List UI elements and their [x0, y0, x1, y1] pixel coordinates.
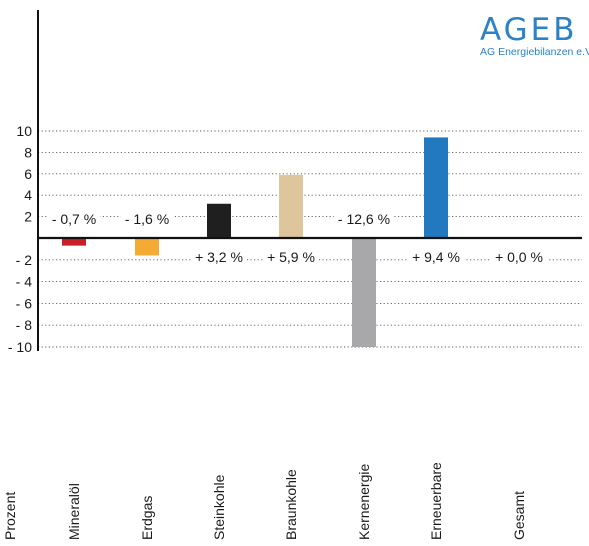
y-tick-label: 8: [24, 144, 32, 160]
bar-2: [207, 203, 231, 238]
category-label: Steinkohle: [211, 474, 227, 540]
value-label: - 12,6 %: [338, 211, 390, 227]
y-tick-label: - 8: [16, 317, 33, 333]
value-label: + 3,2 %: [195, 249, 243, 265]
y-tick-label: 10: [16, 123, 32, 139]
value-label: - 1,6 %: [125, 211, 169, 227]
ageb-logo: AGEB AG Energiebilanzen e.V.: [480, 12, 589, 58]
category-labels: Mineralöl Erdgas Steinkohle Braunkohle Kerne…: [66, 462, 527, 540]
value-labels: - 0,7 % - 1,6 % + 3,2 % + 5,9 % - 12,6 % + 9,…: [47, 210, 547, 266]
bar-5: [424, 137, 448, 238]
bar-0: [62, 238, 86, 246]
value-label: + 0,0 %: [495, 249, 543, 265]
y-tick-label: 4: [24, 187, 32, 203]
value-label-bg: [491, 248, 547, 266]
category-label: Mineralöl: [66, 483, 82, 540]
y-axis-label: Prozent: [2, 492, 18, 540]
category-label: Kernenergie: [356, 464, 372, 540]
y-tick-label: - 6: [16, 295, 33, 311]
y-tick-label: 2: [24, 209, 32, 225]
y-axis-ticks: 10 8 6 4 2 - 2 - 4 - 6 - 8 - 10: [8, 123, 32, 355]
y-tick-label: - 2: [16, 252, 33, 268]
value-label-bg: [47, 210, 101, 228]
bar-4: [352, 238, 376, 347]
category-label: Gesamt: [511, 491, 527, 540]
value-label-bg: [263, 248, 319, 266]
value-label-bg: [191, 248, 247, 266]
y-tick-label: - 4: [16, 274, 33, 290]
category-label: Erneuerbare: [428, 462, 444, 540]
bars: [62, 137, 448, 427]
y-tick-label: - 10: [8, 339, 32, 355]
value-label: + 5,9 %: [267, 249, 315, 265]
value-label-bg: [120, 210, 174, 228]
value-label-bg: [408, 248, 464, 266]
logo-wordmark: AGEB: [480, 12, 578, 48]
value-label: - 0,7 %: [52, 211, 96, 227]
bar-1: [135, 238, 159, 256]
value-label-bg: [333, 210, 395, 228]
y-tick-label: 6: [24, 166, 32, 182]
logo-subtitle: AG Energiebilanzen e.V.: [480, 46, 589, 58]
value-label: + 9,4 %: [412, 249, 460, 265]
axis-break-mark: [349, 412, 379, 427]
category-label: Erdgas: [139, 496, 155, 540]
bar-3: [279, 174, 303, 238]
category-label: Braunkohle: [283, 469, 299, 540]
